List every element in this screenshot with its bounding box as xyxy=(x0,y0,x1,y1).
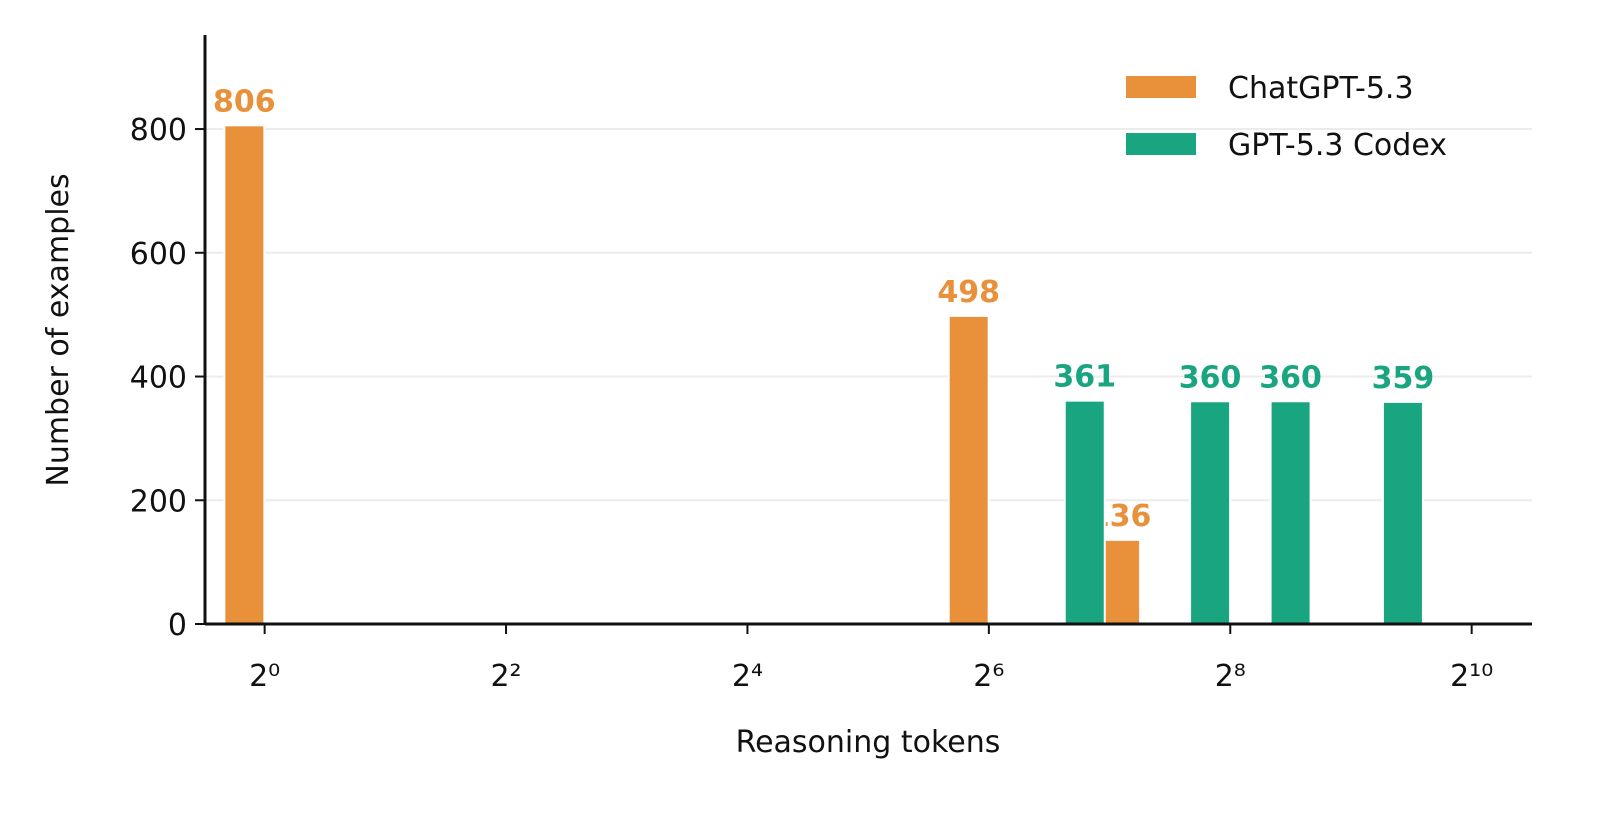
bar xyxy=(1269,400,1312,626)
y-tick-label: 400 xyxy=(130,361,187,396)
bar xyxy=(1099,538,1142,625)
legend-label: GPT-5.3 Codex xyxy=(1228,128,1447,163)
legend-label: ChatGPT-5.3 xyxy=(1228,71,1414,106)
value-label: 359 xyxy=(1372,361,1435,396)
x-tick-label: 2⁶ xyxy=(973,659,1004,694)
bar xyxy=(223,124,266,625)
value-label: 806 xyxy=(213,84,276,119)
x-tick-label: 2² xyxy=(490,659,521,694)
y-tick-label: 600 xyxy=(130,237,187,272)
x-axis-label: Reasoning tokens xyxy=(736,725,1001,760)
x-tick-label: 2⁸ xyxy=(1215,659,1246,694)
bar xyxy=(1381,400,1424,625)
value-label: 360 xyxy=(1259,360,1322,395)
y-tick-label: 800 xyxy=(130,113,187,148)
bar xyxy=(947,314,990,625)
x-tick-label: 2⁰ xyxy=(249,659,280,694)
y-axis-label: Number of examples xyxy=(41,173,76,486)
value-label: 360 xyxy=(1179,360,1242,395)
legend-swatch xyxy=(1126,76,1196,98)
y-tick-label: 0 xyxy=(168,608,187,643)
legend-swatch xyxy=(1126,133,1196,155)
bar xyxy=(1063,399,1106,625)
x-tick-label: 2¹⁰ xyxy=(1450,659,1493,694)
x-tick-label: 2⁴ xyxy=(732,659,763,694)
y-tick-label: 200 xyxy=(130,484,187,519)
value-label: 361 xyxy=(1053,360,1116,395)
value-label: 498 xyxy=(937,275,1000,310)
bar xyxy=(1189,400,1232,626)
